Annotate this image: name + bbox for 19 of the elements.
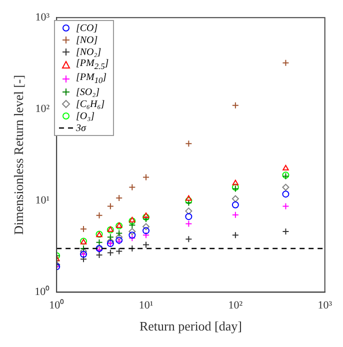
legend-label: [SO₂]: [76, 86, 100, 98]
x-tick-label: 10¹: [138, 300, 154, 312]
y-tick-label: 10⁰: [34, 285, 50, 298]
x-tick-label: 10⁰: [49, 298, 64, 312]
legend-label: 3σ: [76, 122, 86, 134]
legend-label: [C₆H₆]: [76, 98, 105, 110]
y-tick-label: 10²: [35, 103, 50, 116]
y-tick-label: 10³: [35, 11, 50, 24]
y-axis-title: Dimensionless Return level [-]: [11, 74, 26, 235]
legend-label: [NO₂]: [76, 46, 102, 58]
legend-label: [NO]: [76, 34, 98, 46]
legend-label: [CO]: [76, 22, 98, 34]
x-axis-title: Return period [day]: [139, 318, 242, 334]
legend-label: [PM$_{2.5}$]: [76, 58, 109, 72]
x-tick-label: 10³: [318, 300, 333, 312]
x-tick-label: 10²: [228, 300, 244, 312]
y-tick-label: 10¹: [35, 194, 50, 207]
legend-label: [PM$_{10}$]: [76, 72, 107, 86]
legend-label: [O₃]: [76, 110, 94, 122]
